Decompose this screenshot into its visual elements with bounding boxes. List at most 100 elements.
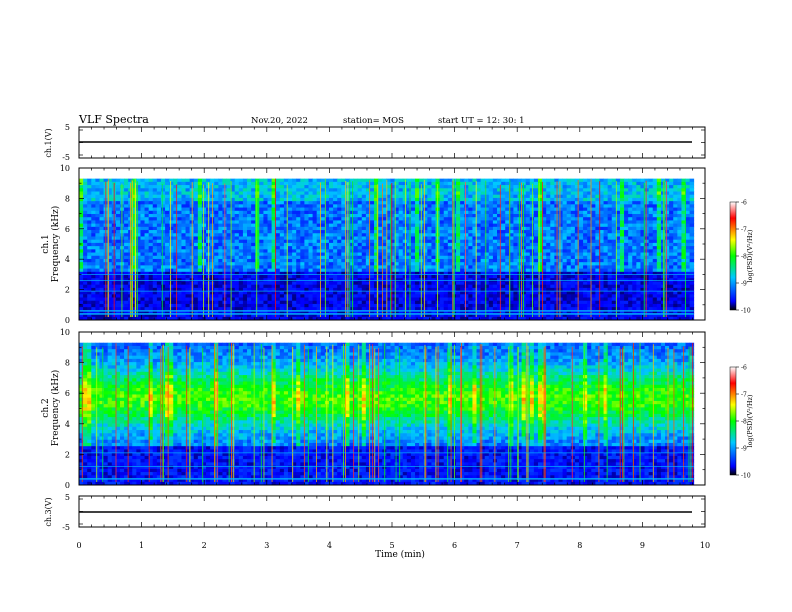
spectrogram-cell [382, 207, 387, 212]
spectrogram-cell [95, 188, 100, 192]
spectrogram-cell [365, 307, 371, 311]
spectrogram-cell [99, 284, 104, 289]
spectrogram-cell [513, 313, 518, 318]
spectrogram-cell [427, 303, 432, 308]
spectrogram-cell [320, 255, 326, 260]
spectrogram-cell [324, 233, 330, 237]
spectrogram-cell [353, 265, 359, 269]
spectrogram-cell [156, 210, 162, 215]
spectrogram-cell [415, 281, 420, 286]
spectrogram-cell [431, 181, 436, 186]
spectrogram-cell [361, 204, 367, 208]
spectrogram-cell [341, 220, 346, 225]
spectrogram-cell [324, 236, 330, 241]
spectrogram-cell [193, 268, 199, 273]
spectrogram-cell [197, 181, 203, 186]
spectrogram-cell [259, 316, 264, 321]
spectrogram-cell [132, 220, 137, 225]
spectrogram-cell [497, 239, 502, 244]
spectrogram-cell [201, 210, 207, 215]
spectrogram-cell [386, 281, 391, 286]
spectrogram-cell [279, 217, 285, 221]
spectrogram-cell [501, 210, 506, 215]
spectrogram-cell [374, 230, 379, 234]
spectrogram-cell [361, 220, 367, 225]
spectrogram-cell [513, 181, 518, 186]
spectrogram-cell [95, 271, 100, 276]
spectrogram-cell [394, 300, 400, 305]
spectrogram-cell [447, 178, 453, 183]
spectrogram-cell [197, 255, 203, 260]
spectrogram-cell [247, 191, 252, 196]
spectrogram-cell [292, 201, 297, 205]
spectrogram-cell [349, 191, 354, 196]
spectrogram-cell [394, 230, 400, 234]
spectrogram-cell [316, 307, 322, 311]
spectrogram-cell [292, 278, 297, 282]
spectrogram-cell [415, 291, 420, 295]
spectrogram-cell [99, 268, 104, 273]
spectrogram-cell [460, 226, 465, 231]
spectrogram-cell [218, 181, 223, 186]
spectrogram-cell [324, 287, 330, 292]
spectrogram-cell [87, 294, 92, 298]
spectrogram-cell [398, 281, 404, 286]
spectrogram-cell [177, 226, 182, 231]
spectrogram-cell [320, 204, 326, 208]
spectrogram-cell [386, 278, 391, 282]
spectrogram-cell [398, 316, 404, 321]
spectrogram-cell [394, 297, 400, 302]
spectrogram-cell [464, 275, 469, 279]
spectrogram-cell [193, 307, 199, 311]
spectrogram-cell [488, 204, 494, 208]
spectrogram-cell [333, 213, 338, 218]
spectrogram-cell [201, 268, 207, 273]
spectrogram-cell [316, 265, 322, 269]
spectrogram-cell [492, 249, 498, 253]
spectrogram-cell [468, 278, 473, 282]
spectrogram-cell [415, 278, 420, 282]
spectrogram-cell [501, 181, 506, 186]
spectrogram-cell [201, 204, 207, 208]
spectrogram-cell [304, 294, 309, 298]
spectrogram-cell [79, 181, 84, 186]
spectrogram-cell [480, 284, 486, 289]
spectrogram-cell [312, 204, 318, 208]
spectrogram-cell [296, 291, 301, 295]
spectrogram-cell [251, 313, 256, 318]
spectrogram-cell [369, 207, 375, 212]
spectrogram-cell [365, 213, 371, 218]
spectrogram-cell [83, 191, 88, 196]
spectrogram-cell [242, 226, 248, 231]
spectrogram-cell [87, 207, 92, 212]
spectrogram-cell [476, 220, 482, 225]
spectrogram-cell [185, 191, 191, 196]
spectrogram-cell [316, 252, 322, 257]
spectrogram-cell [292, 281, 297, 286]
spectrogram-cell [124, 217, 129, 221]
spectrogram-cell [369, 194, 375, 199]
spectrogram-cell [197, 246, 203, 250]
spectrogram-cell [107, 252, 113, 257]
spectrogram-cell [214, 297, 219, 302]
spectrogram-cell [148, 204, 154, 208]
spectrogram-cell [497, 185, 502, 189]
spectrogram-cell [197, 236, 203, 241]
spectrogram-cell [353, 210, 359, 215]
spectrogram-cell [263, 265, 268, 269]
spectrogram-cell [431, 297, 436, 302]
spectrogram-cell [91, 207, 96, 212]
spectrogram-cell [337, 197, 342, 202]
spectrogram-cell [312, 233, 318, 237]
spectrogram-cell [226, 313, 232, 318]
spectrogram-cell [480, 230, 486, 234]
spectrogram-cell [316, 242, 322, 247]
spectrogram-cell [165, 210, 170, 215]
spectrogram-cell [115, 294, 121, 298]
spectrogram-cell [160, 268, 166, 273]
spectrogram-cell [324, 252, 330, 257]
spectrogram-cell [152, 262, 158, 266]
spectrogram-cell [423, 223, 428, 228]
spectrogram-cell [288, 188, 293, 192]
spectrogram-cell [529, 223, 535, 228]
